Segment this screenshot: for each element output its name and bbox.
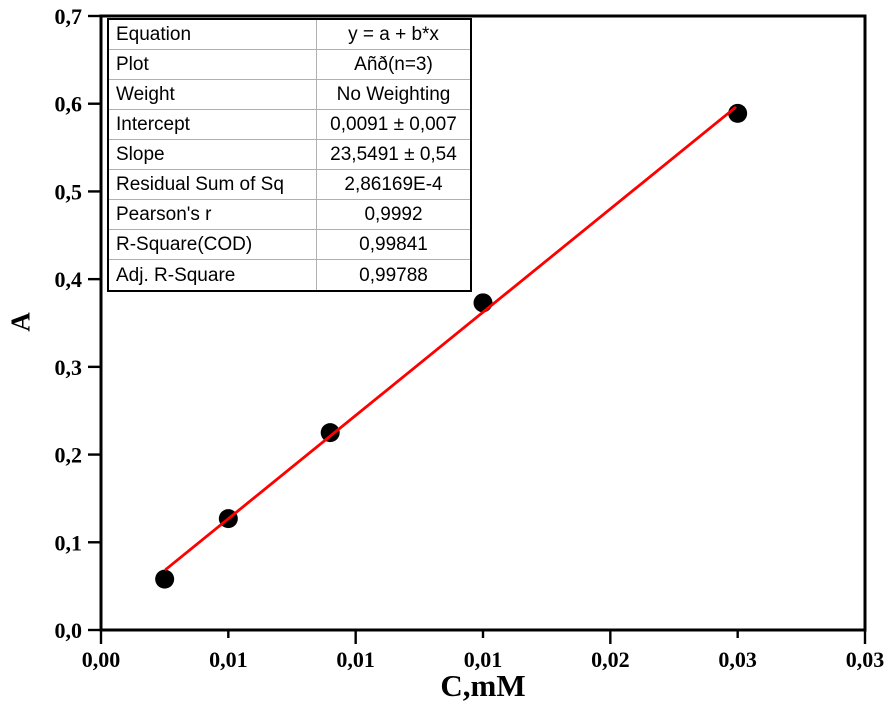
stats-row-value: 23,5491 ± 0,54 xyxy=(330,144,457,165)
x-axis-title: C,mM xyxy=(440,668,526,703)
x-tick-label: 0,03 xyxy=(846,647,885,672)
y-tick-label: 0,0 xyxy=(55,618,83,643)
stats-row-label: Slope xyxy=(109,140,317,169)
y-tick-label: 0,5 xyxy=(55,179,83,204)
stats-row-value: 0,99788 xyxy=(359,264,428,286)
stats-row: Intercept 0,0091 ± 0,007 xyxy=(109,110,470,140)
stats-row: Pearson's r 0,9992 xyxy=(109,200,470,230)
y-axis-title: A xyxy=(5,312,36,332)
stats-row: R-Square(COD) 0,99841 xyxy=(109,230,470,260)
stats-row-value: Añð(n=3) xyxy=(354,54,433,75)
y-tick-label: 0,2 xyxy=(55,443,83,468)
stats-row-label: Intercept xyxy=(109,110,317,139)
stats-row-value: 0,9992 xyxy=(364,204,423,225)
fit-stats-table: Equation y = a + b*x Plot Añð(n=3) Weight No … xyxy=(107,18,472,292)
stats-row: Plot Añð(n=3) xyxy=(109,50,470,80)
y-tick-label: 0,6 xyxy=(55,92,83,117)
stats-row: Residual Sum of Sq 2,86169E-4 xyxy=(109,170,470,200)
stats-row-label: R-Square(COD) xyxy=(109,230,317,259)
stats-row-value: No Weighting xyxy=(336,84,451,105)
stats-row-label: Adj. R-Square xyxy=(109,260,317,290)
stats-row-label: Plot xyxy=(109,50,317,79)
data-point xyxy=(320,423,340,443)
x-tick-label: 0,03 xyxy=(718,647,757,672)
stats-row-value: y = a + b*x xyxy=(348,24,439,45)
stats-row-label: Pearson's r xyxy=(109,200,317,229)
data-point xyxy=(155,569,175,589)
x-tick-label: 0,01 xyxy=(336,647,375,672)
x-tick-label: 0,01 xyxy=(464,647,503,672)
stats-row-value: 2,86169E-4 xyxy=(344,174,443,195)
fit-line xyxy=(164,106,737,571)
data-point xyxy=(728,103,748,123)
stats-row: Weight No Weighting xyxy=(109,80,470,110)
stats-row-value: 0,0091 ± 0,007 xyxy=(330,114,457,135)
y-tick-label: 0,4 xyxy=(55,267,83,292)
y-tick-label: 0,7 xyxy=(55,4,83,29)
data-point xyxy=(473,293,493,313)
x-tick-label: 0,00 xyxy=(82,647,121,672)
y-tick-label: 0,1 xyxy=(55,530,83,555)
stats-row-label: Weight xyxy=(109,80,317,109)
stats-row-label: Residual Sum of Sq xyxy=(109,170,317,199)
x-tick-label: 0,02 xyxy=(591,647,630,672)
x-tick-label: 0,01 xyxy=(209,647,248,672)
stats-row-label: Equation xyxy=(109,20,317,49)
stats-row: Equation y = a + b*x xyxy=(109,20,470,50)
stats-row: Adj. R-Square 0,99788 xyxy=(109,260,470,290)
stats-row: Slope 23,5491 ± 0,54 xyxy=(109,140,470,170)
stats-row-value: 0,99841 xyxy=(359,234,428,255)
y-tick-label: 0,3 xyxy=(55,355,83,380)
